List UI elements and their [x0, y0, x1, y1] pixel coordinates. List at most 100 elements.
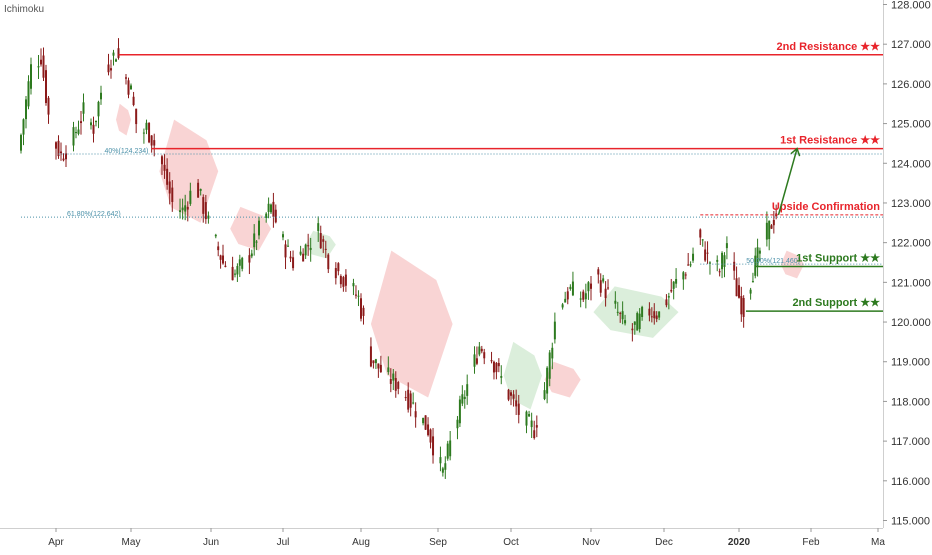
candle-body: [337, 263, 339, 271]
candle-body: [220, 255, 222, 259]
candle-body: [773, 220, 775, 225]
x-tick-label: Nov: [582, 537, 600, 548]
candle-body: [456, 420, 458, 428]
candle-body: [171, 188, 173, 202]
candle-body: [322, 239, 324, 242]
candle-body: [597, 269, 599, 274]
upside-confirmation-label: Upside Confirmation: [772, 201, 880, 213]
candle-body: [636, 313, 638, 331]
indicator-label: Ichimoku: [4, 4, 44, 15]
candle-body: [200, 189, 202, 191]
candle-body: [525, 412, 527, 426]
candle-body: [95, 121, 97, 122]
y-tick-label: 122.000: [891, 238, 931, 250]
candle-body: [692, 254, 694, 261]
candle-body: [607, 287, 609, 288]
candle-body: [275, 210, 277, 223]
candle-body: [148, 123, 150, 142]
candle-body: [699, 229, 701, 237]
candle-body: [549, 352, 551, 378]
candle-body: [197, 183, 199, 198]
candle-body: [585, 293, 587, 299]
candle-body: [20, 135, 22, 151]
candle-body: [619, 313, 621, 314]
candle-body: [508, 390, 510, 400]
candle-body: [287, 246, 289, 247]
candle-body: [518, 404, 520, 415]
x-tick-label: May: [122, 537, 141, 548]
candle-body: [248, 255, 250, 262]
candle-body: [716, 260, 718, 262]
candle-body: [536, 425, 538, 427]
candle-body: [427, 424, 429, 435]
candle-body: [422, 418, 424, 423]
candle-body: [78, 130, 80, 134]
candle-body: [310, 248, 312, 250]
candle-body: [721, 253, 723, 269]
candle-body: [115, 59, 117, 61]
fib-level-label: 40%(124.234): [105, 148, 149, 155]
candle-body: [272, 202, 274, 217]
y-tick-label: 127.000: [891, 39, 931, 51]
candle-body: [380, 365, 382, 372]
candle-body: [202, 197, 204, 214]
candle-body: [766, 223, 768, 240]
candle-body: [166, 169, 168, 185]
candle-body: [362, 308, 364, 316]
fib-level-label: 50.00%(121.460): [746, 258, 800, 265]
candle-body: [307, 245, 309, 246]
candle-body: [251, 253, 253, 256]
candle-body: [743, 298, 745, 317]
candle-body: [447, 444, 449, 459]
candle-body: [239, 259, 241, 265]
x-tick-label: Sep: [429, 537, 447, 548]
candle-body: [63, 159, 65, 161]
candle-body: [546, 368, 548, 394]
y-tick-label: 116.000: [891, 476, 930, 488]
candle-body: [461, 394, 463, 403]
candle-body: [412, 402, 414, 403]
candle-body: [736, 278, 738, 296]
candle-body: [551, 348, 553, 359]
candle-body: [179, 210, 181, 212]
candle-body: [55, 142, 57, 148]
candle-body: [533, 430, 535, 438]
candle-body: [554, 322, 556, 340]
candle-body: [569, 287, 571, 289]
x-tick-label: Aug: [352, 537, 370, 548]
candle-body: [675, 279, 677, 284]
candle-body: [653, 311, 655, 318]
candle-body: [449, 440, 451, 456]
candle-body: [145, 123, 147, 130]
candle-body: [442, 468, 444, 472]
candle-body: [690, 264, 692, 265]
candle-body: [241, 258, 243, 269]
candle-body: [187, 207, 189, 210]
candle-body: [236, 266, 238, 274]
candle-body: [270, 205, 272, 213]
candle-body: [500, 376, 502, 378]
candle-body: [135, 109, 137, 124]
y-tick-label: 118.000: [891, 396, 930, 408]
candle-body: [651, 316, 653, 317]
candle-body: [43, 56, 45, 78]
candle-body: [133, 97, 135, 105]
candle-body: [151, 135, 153, 145]
candle-body: [622, 311, 624, 319]
candle-body: [481, 349, 483, 351]
candle-body: [48, 98, 50, 115]
candle-body: [641, 307, 643, 317]
candle-body: [217, 246, 219, 250]
candle-body: [665, 299, 667, 305]
candle-body: [510, 392, 512, 395]
levels-layer: 2nd Resistance ★★126.7341st Resistance ★…: [119, 41, 932, 319]
candle-body: [682, 272, 684, 279]
y-tick-label: 119.000: [891, 357, 930, 369]
candle-body: [189, 191, 191, 204]
candle-body: [405, 397, 407, 398]
candle-body: [733, 262, 735, 271]
y-tick-label: 115.000: [891, 516, 930, 528]
candle-body: [740, 296, 742, 314]
candle-body: [377, 364, 379, 369]
